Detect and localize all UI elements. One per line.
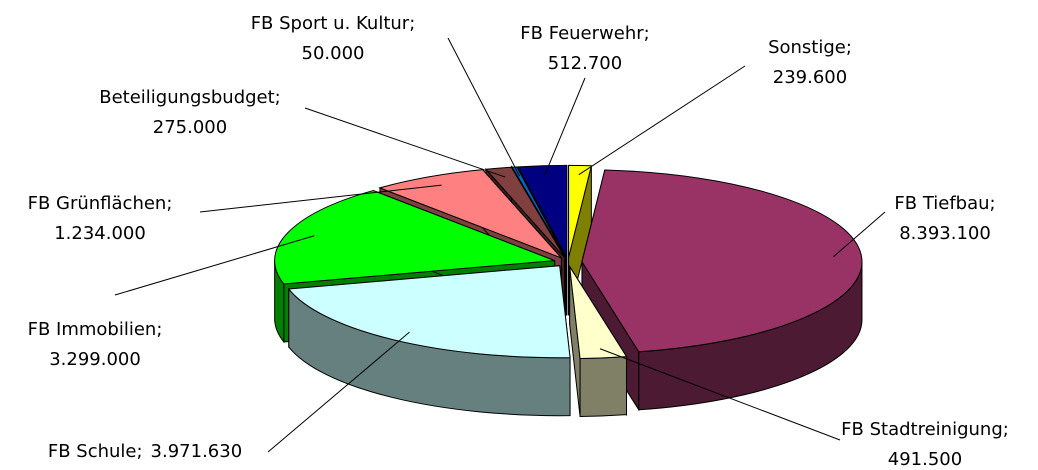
value-label: 3.299.000 [49,349,141,370]
leader-line [114,235,315,296]
slice-top [484,166,566,258]
value-label: 239.600 [773,67,847,88]
leader-line [304,107,506,178]
slice-top [569,266,628,360]
value-label: 512.700 [548,53,622,74]
category-label: FB Sport u. Kultur; [251,13,416,34]
category-label: Sonstige; [768,37,852,58]
leader-line [833,211,886,258]
slice-side [579,356,628,418]
category-label: FB Stadtreinigung; [841,419,1009,440]
leader-line [544,77,586,176]
category-label: FB Tiefbau; [894,193,995,214]
category-label: FB Immobilien; [28,319,163,340]
data-label: FB Schule; 3.971.630 [48,441,242,462]
slice-top [274,190,555,285]
category-label: FB Grünflächen; [28,193,173,214]
slice-top [287,265,571,359]
value-label: 50.000 [302,43,365,64]
value-label: 8.393.100 [899,223,991,244]
leader-line [447,37,521,177]
slice [569,264,628,418]
leader-line [578,65,746,176]
leader-line [199,184,442,213]
slice-top [378,169,562,259]
value-label: 491.500 [888,449,962,470]
slice [581,169,863,412]
value-label: 1.234.000 [54,223,146,244]
value-label: 3.971.630 [151,441,243,462]
slice-top [517,164,568,258]
value-label: 275.000 [153,117,227,138]
leader-line [599,348,841,441]
leader-line [267,331,410,453]
category-label: FB Feuerwehr; [520,23,649,44]
slice [287,265,571,417]
slice-top [581,169,863,353]
category-label: FB Schule; [48,441,143,462]
slice-top [568,164,593,258]
category-label: Beteiligungsbudget; [99,87,281,108]
